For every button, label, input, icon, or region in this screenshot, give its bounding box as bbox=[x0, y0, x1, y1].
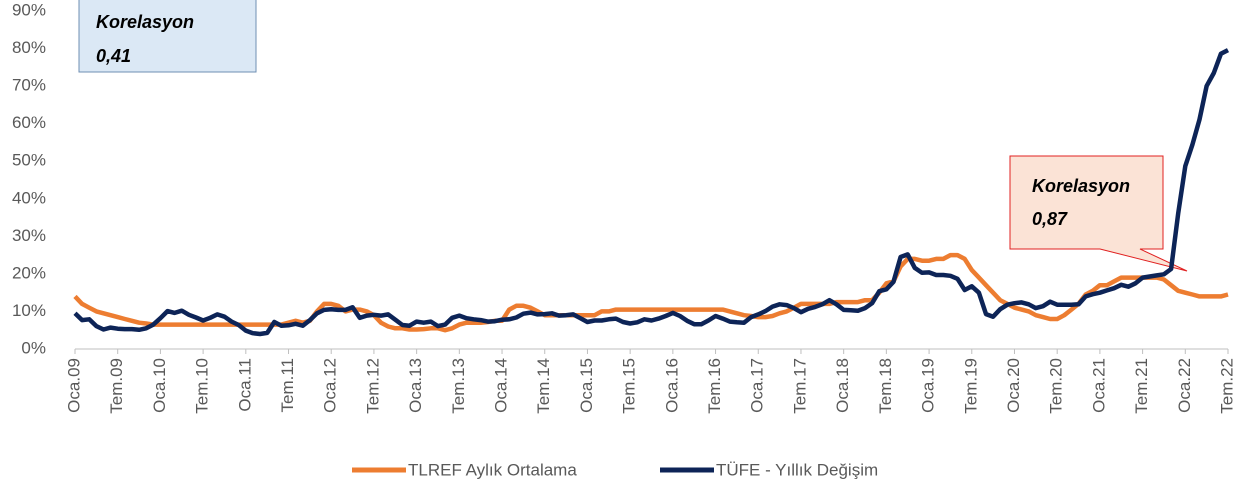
x-tick-label: Tem.19 bbox=[961, 358, 980, 414]
y-tick-label: 20% bbox=[12, 263, 46, 282]
x-tick-label: Tem.18 bbox=[876, 358, 895, 414]
x-tick-label: Oca.21 bbox=[1089, 358, 1108, 413]
x-tick-label: Oca.12 bbox=[321, 358, 340, 413]
y-tick-label: 60% bbox=[12, 113, 46, 132]
annotation-text: 0,41 bbox=[96, 46, 131, 66]
x-tick-label: Tem.10 bbox=[193, 358, 212, 414]
legend-label: TÜFE - Yıllık Değişim bbox=[716, 460, 878, 479]
x-tick-label: Tem.11 bbox=[278, 358, 297, 413]
annotation-box bbox=[78, 0, 257, 73]
x-tick-label: Tem.22 bbox=[1217, 358, 1236, 414]
series-line bbox=[73, 252, 1229, 333]
annotation-callout bbox=[1009, 155, 1188, 272]
x-tick-label: Oca.17 bbox=[748, 358, 767, 413]
annotation-text: 0,87 bbox=[1032, 209, 1068, 229]
y-tick-label: 80% bbox=[12, 38, 46, 57]
x-tick-label: Oca.14 bbox=[492, 358, 511, 413]
series-line bbox=[73, 48, 1230, 337]
x-tick-label: Tem.16 bbox=[705, 358, 724, 414]
x-tick-label: Tem.12 bbox=[363, 358, 382, 414]
y-tick-label: 90% bbox=[12, 0, 46, 19]
x-tick-label: Tem.13 bbox=[449, 358, 468, 414]
x-tick-label: Tem.21 bbox=[1132, 358, 1151, 414]
legend-label: TLREF Aylık Ortalama bbox=[408, 460, 577, 479]
y-tick-label: 40% bbox=[12, 188, 46, 207]
x-tick-label: Tem.09 bbox=[107, 358, 126, 414]
y-tick-label: 70% bbox=[12, 76, 46, 95]
x-tick-label: Oca.16 bbox=[662, 358, 681, 413]
y-tick-label: 50% bbox=[12, 151, 46, 170]
annotation-text: Korelasyon bbox=[1032, 176, 1130, 196]
y-tick-label: 30% bbox=[12, 226, 46, 245]
x-tick-label: Tem.17 bbox=[790, 358, 809, 414]
x-tick-label: Tem.14 bbox=[534, 358, 553, 414]
annotation-text: Korelasyon bbox=[96, 12, 194, 32]
x-tick-label: Oca.15 bbox=[577, 358, 596, 413]
x-tick-label: Oca.10 bbox=[150, 358, 169, 413]
x-tick-label: Tem.20 bbox=[1047, 358, 1066, 414]
y-tick-label: 10% bbox=[12, 301, 46, 320]
x-tick-label: Oca.13 bbox=[406, 358, 425, 413]
x-tick-label: Oca.11 bbox=[235, 358, 254, 412]
x-tick-label: Oca.22 bbox=[1175, 358, 1194, 413]
x-tick-label: Tem.15 bbox=[620, 358, 639, 414]
x-tick-label: Oca.18 bbox=[833, 358, 852, 413]
x-tick-label: Oca.19 bbox=[919, 358, 938, 413]
x-tick-label: Oca.09 bbox=[64, 358, 83, 413]
y-tick-label: 0% bbox=[21, 338, 46, 357]
x-tick-label: Oca.20 bbox=[1004, 358, 1023, 413]
